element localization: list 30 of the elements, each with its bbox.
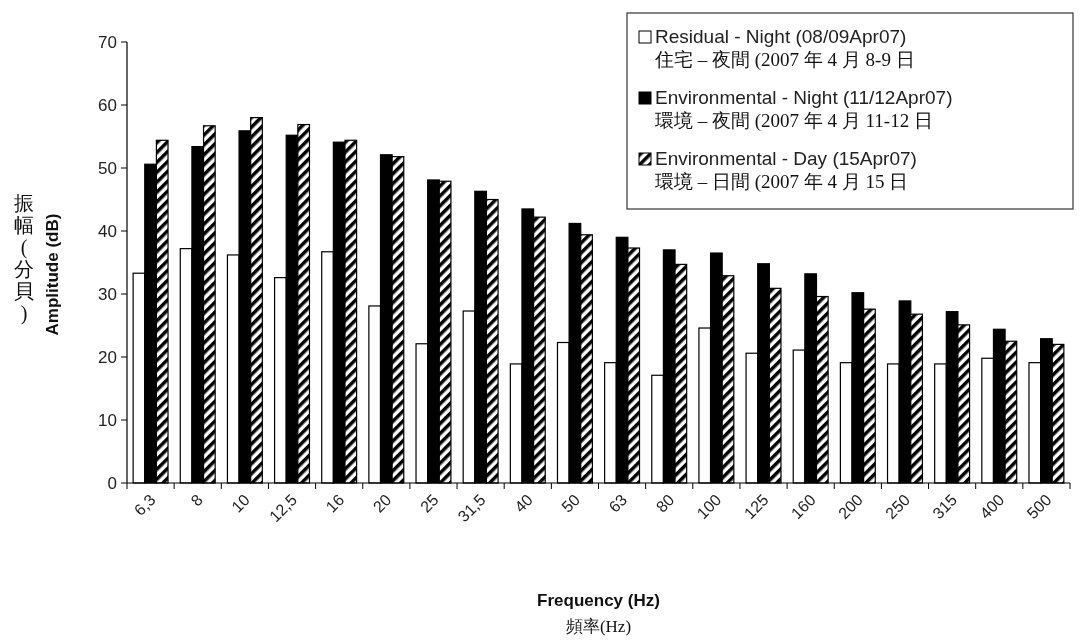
- x-tick-label: 125: [740, 491, 772, 522]
- x-axis-title: Frequency (Hz) 頻率(Hz): [537, 591, 660, 636]
- x-tick-label: 8: [187, 491, 206, 510]
- x-tick-label: 160: [787, 491, 819, 522]
- x-tick-label: 16: [322, 491, 348, 516]
- y-tick-label: 50: [98, 159, 117, 178]
- x-tick-label: 10: [228, 491, 254, 516]
- x-tick-label: 50: [558, 491, 584, 516]
- x-tick-label: 80: [652, 491, 678, 516]
- y-tick-label: 20: [98, 348, 117, 367]
- x-tick-label: 250: [882, 491, 914, 522]
- x-tick-label: 25: [416, 491, 442, 516]
- y-tick-label: 60: [98, 96, 117, 115]
- y-tick-label: 0: [107, 474, 117, 493]
- legend-label: Environmental - Day (15Apr07) 環境 – 日間 (2007 年 4 月 15 日: [655, 148, 917, 193]
- x-tick-label: 6,3: [130, 491, 159, 519]
- x-tick-label: 500: [1023, 491, 1055, 522]
- x-tick-label: 20: [369, 491, 395, 516]
- x-tick-label: 100: [693, 491, 725, 522]
- y-tick-label: 10: [98, 411, 117, 430]
- y-tick-label: 30: [98, 285, 117, 304]
- y-tick-label: 40: [98, 222, 117, 241]
- x-tick-label: 40: [511, 491, 536, 516]
- x-tick-label: 400: [976, 491, 1008, 522]
- x-tick-label: 315: [929, 491, 961, 522]
- legend-label: Environmental - Night (11/12Apr07) 環境 – 夜間 (2007 年 4 月 11-12 日: [655, 87, 953, 132]
- legend-label: Residual - Night (08/09Apr07) 住宅 – 夜間 (2007 年 4 月 8-9 日: [654, 26, 915, 71]
- y-tick-label: 70: [98, 33, 117, 52]
- x-tick-label: 63: [605, 491, 631, 516]
- x-tick-label: 200: [835, 491, 867, 522]
